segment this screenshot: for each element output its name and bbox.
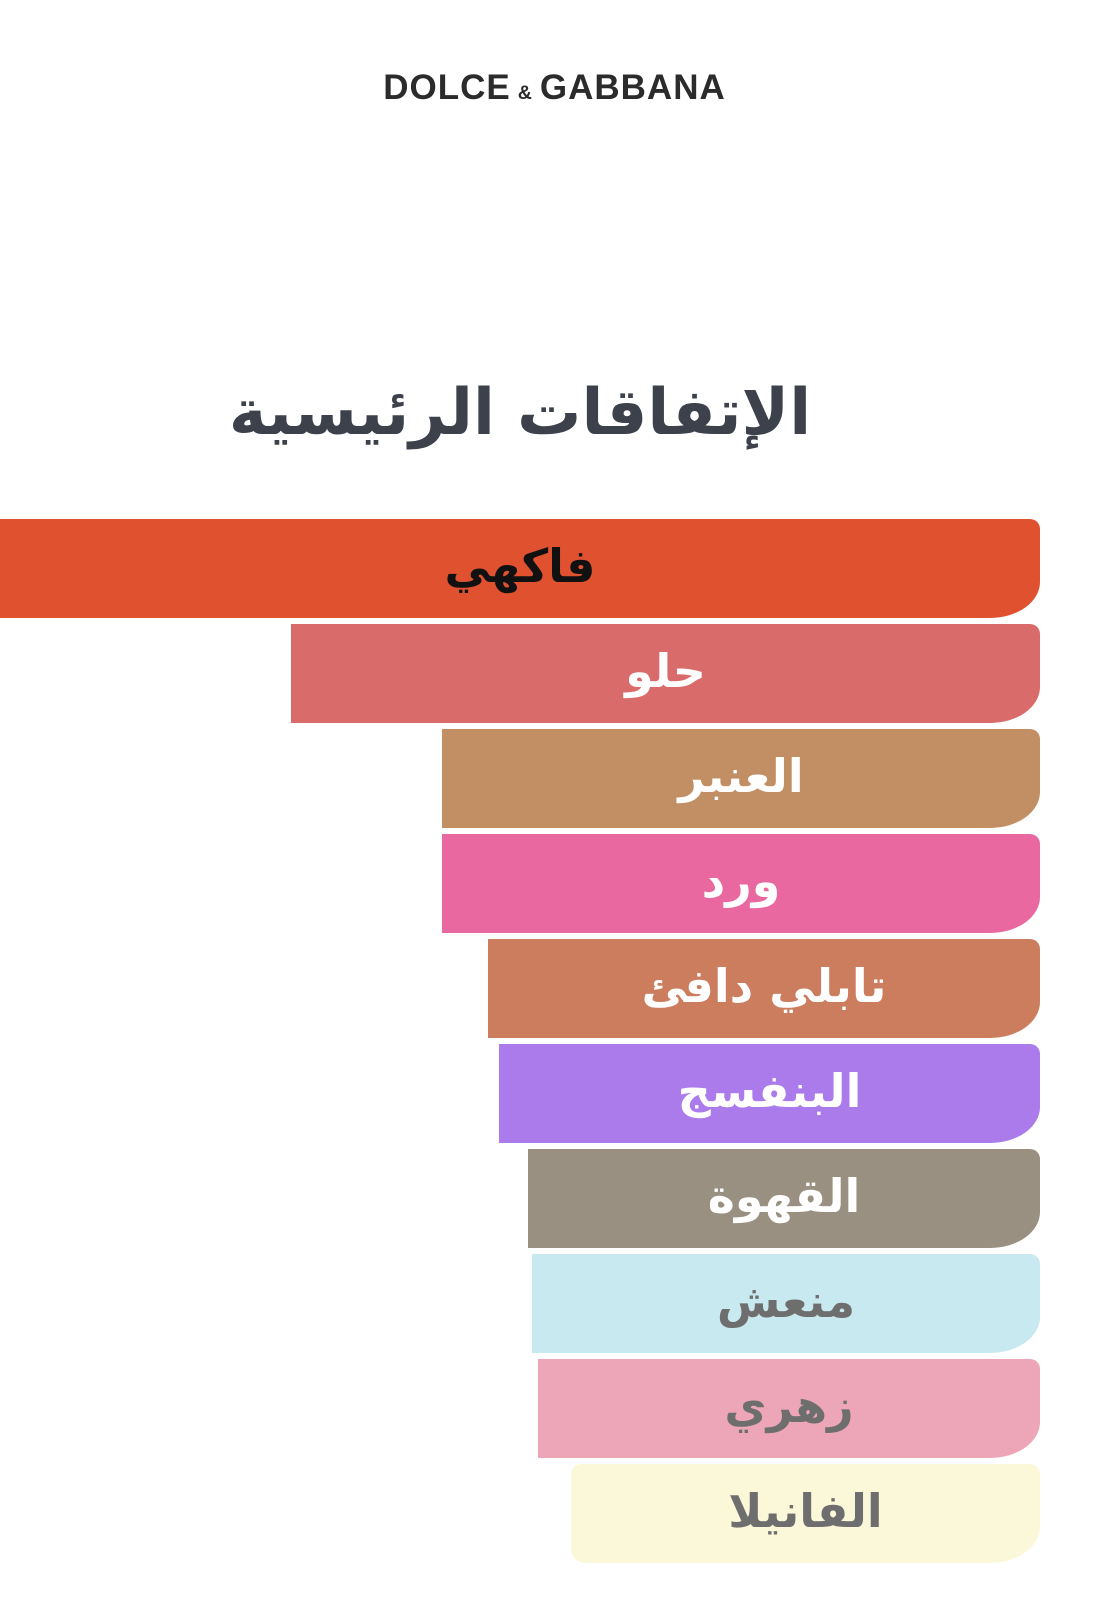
accord-bars: فاكهي حلو العنبر ورد تابلي دافئ البنفسج القهوة…: [0, 519, 1040, 1563]
accord-bar-coffee: القهوة: [528, 1149, 1040, 1248]
accord-bar-violet: البنفسج: [499, 1044, 1040, 1143]
accord-label-vanilla: الفانيلا: [728, 1483, 883, 1538]
accord-bar-fruity: فاكهي: [0, 519, 1040, 618]
accord-label-amber: العنبر: [678, 748, 804, 803]
accord-bar-vanilla: الفانيلا: [571, 1464, 1040, 1563]
brand-logo-ampersand: &: [517, 82, 533, 104]
accord-bar-floral: زهري: [538, 1359, 1040, 1458]
accord-bar-amber: العنبر: [442, 729, 1040, 828]
accord-label-rose: ورد: [701, 853, 781, 908]
accord-label-violet: البنفسج: [677, 1063, 862, 1118]
accord-label-warm-spicy: تابلي دافئ: [641, 958, 887, 1013]
accord-label-fresh: منعش: [716, 1273, 856, 1328]
brand-logo-word-1: DOLCE: [383, 68, 511, 107]
accord-label-sweet: حلو: [625, 643, 706, 698]
accord-label-coffee: القهوة: [707, 1168, 861, 1223]
accord-bar-sweet: حلو: [291, 624, 1040, 723]
brand-logo-word-2: GABBANA: [539, 68, 726, 107]
accord-label-fruity: فاكهي: [444, 538, 596, 593]
accord-bar-fresh: منعش: [532, 1254, 1040, 1353]
main-accords-chart: الإتفاقات الرئيسية فاكهي حلو العنبر ورد تابل…: [0, 376, 1040, 1563]
accord-bar-rose: ورد: [442, 834, 1040, 933]
brand-logo: DOLCE & GABBANA: [0, 68, 1109, 108]
accord-label-floral: زهري: [724, 1378, 854, 1433]
accord-bar-warm-spicy: تابلي دافئ: [488, 939, 1040, 1038]
chart-title: الإتفاقات الرئيسية: [228, 376, 812, 450]
